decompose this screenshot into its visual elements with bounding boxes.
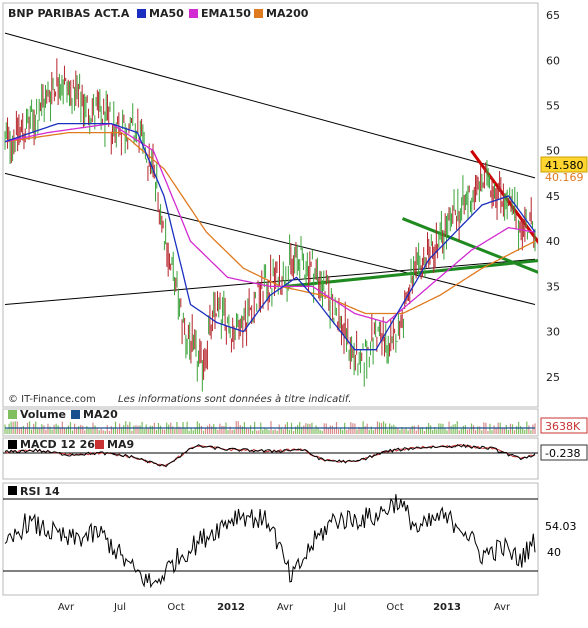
legend-macd-label: MACD 12 26 — [20, 438, 95, 451]
x-tick-label: 2013 — [433, 602, 461, 613]
ma50-line — [4, 122, 536, 351]
price-tick-label: 60 — [546, 54, 560, 67]
legend-ma50-label: MA50 — [149, 7, 184, 20]
legend-macd-swatch — [8, 440, 17, 449]
trendline — [4, 32, 536, 179]
legend-vol-ma20-swatch — [71, 410, 80, 419]
legend-macd-ma9-swatch — [95, 440, 104, 449]
last-price-badge — [540, 156, 588, 173]
macd-panel — [2, 437, 539, 480]
rsi-series — [4, 494, 536, 589]
ema150-line — [4, 122, 536, 324]
legend-volume-swatch — [8, 410, 17, 419]
macd-value-badge — [540, 444, 588, 461]
x-tick-label: Oct — [167, 602, 184, 613]
rsi-legend: RSI 14 — [8, 485, 60, 498]
x-tick-label: Avr — [277, 602, 294, 613]
main-panel — [2, 2, 539, 408]
chart-title: BNP PARIBAS ACT.A — [8, 7, 130, 20]
rsi-value-label: 54.03 — [545, 520, 577, 533]
trendline — [4, 172, 536, 305]
price-tick-label: 30 — [546, 326, 560, 339]
volume-bars — [4, 421, 536, 434]
trendline — [401, 217, 538, 274]
x-tick-label: 2012 — [217, 602, 245, 613]
volume-value-badge — [540, 417, 588, 434]
price-tick-label: 65 — [546, 9, 560, 22]
price-tick-label: 40 — [546, 235, 560, 248]
x-tick-label: Jul — [113, 602, 126, 613]
price-tick-label: 50 — [546, 145, 560, 158]
ma200-line — [4, 131, 536, 315]
legend-rsi-swatch — [8, 486, 17, 495]
price-tick-label: 25 — [546, 371, 560, 384]
rsi-panel — [2, 482, 539, 596]
legend-ema150-label: EMA150 — [201, 7, 251, 20]
x-tick-label: Avr — [494, 602, 511, 613]
macd-legend: MACD 12 26 MA9 — [8, 438, 134, 451]
volume-legend: Volume MA20 — [8, 408, 118, 421]
price-tick-label: 55 — [546, 100, 560, 113]
macd-series — [4, 443, 536, 468]
x-axis: Avr Jul Oct 2012 Avr Jul Oct 2013 Avr — [58, 602, 511, 613]
rsi-line — [4, 494, 536, 589]
legend-vol-ma20-label: MA20 — [83, 408, 118, 421]
macd-value-label: -0.238 — [545, 447, 580, 460]
legend-rsi-label: RSI 14 — [20, 485, 60, 498]
moving-averages — [4, 122, 536, 351]
x-tick-label: Oct — [386, 602, 403, 613]
price-tick-label: 35 — [546, 280, 560, 293]
x-tick-label: Avr — [58, 602, 75, 613]
last-price-secondary-label: 40.169 — [545, 171, 584, 184]
legend-ma50-swatch — [137, 9, 146, 18]
last-price-label: 41.580 — [545, 159, 584, 172]
disclaimer-label: Les informations sont données à titre in… — [118, 393, 351, 405]
main-legend: BNP PARIBAS ACT.A MA50 EMA150 MA200 — [8, 7, 309, 20]
price-axis: 25 30 35 40 45 50 55 60 65 — [546, 9, 560, 384]
rsi-tick-label: 40 — [547, 546, 561, 559]
x-tick-label: Jul — [333, 602, 346, 613]
legend-macd-ma9-label: MA9 — [107, 438, 134, 451]
price-tick-label: 45 — [546, 190, 560, 203]
copyright-label: © IT-Finance.com — [8, 394, 96, 405]
legend-ema150-swatch — [189, 9, 198, 18]
volume-value-label: 3638K — [545, 420, 581, 433]
macd-line — [4, 443, 536, 468]
legend-ma200-label: MA200 — [266, 7, 309, 20]
legend-ma200-swatch — [254, 9, 263, 18]
legend-volume-label: Volume — [20, 408, 66, 421]
